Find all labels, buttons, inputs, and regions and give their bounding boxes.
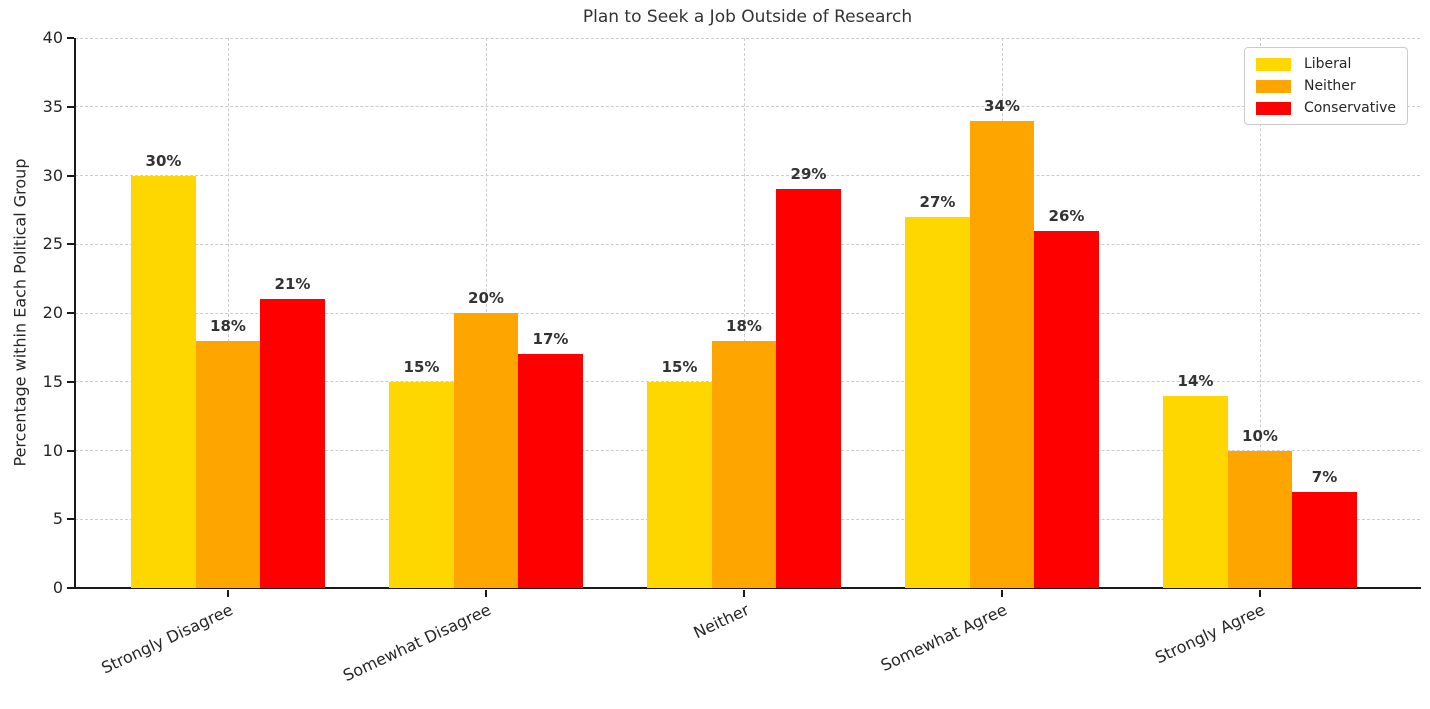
x-tick-mark [485,590,487,597]
legend-swatch-conservative [1255,101,1291,115]
x-tick-label: Somewhat Disagree [340,600,495,686]
x-tick-mark [743,590,745,597]
bar-value-label: 14% [1177,371,1214,390]
y-tick-label: 35 [42,96,63,116]
bar-value-label: 15% [661,357,698,376]
legend-item-conservative: Conservative [1255,100,1396,116]
bar-conservative [1034,230,1099,588]
y-tick-label: 25 [42,234,63,254]
gridline-vertical [227,38,229,588]
y-axis-spine [74,38,76,588]
legend-item-liberal: Liberal [1255,56,1396,72]
legend-label: Neither [1303,78,1356,94]
bar-neither [969,120,1035,588]
bar-liberal [647,381,712,588]
gridline-vertical [743,38,745,588]
bar-value-label: 15% [403,357,440,376]
bar-neither [1227,450,1293,588]
gridline-horizontal [75,243,1420,245]
x-tick-label: Strongly Disagree [98,600,237,678]
bar-liberal [131,175,196,588]
bar-neither [195,340,261,588]
y-tick-mark [67,518,74,521]
legend-swatch-liberal [1255,57,1291,71]
x-tick-mark [227,590,229,597]
y-tick-label: 40 [42,28,63,47]
x-tick-label: Neither [690,600,753,643]
y-tick-label: 5 [52,509,63,529]
legend-item-neither: Neither [1255,78,1396,94]
y-tick-mark [67,105,74,108]
bar-value-label: 20% [468,289,504,307]
gridline-vertical [1259,38,1261,588]
gridline-horizontal [75,175,1420,176]
x-tick-mark [1259,590,1261,597]
bar-value-label: 34% [984,96,1020,115]
bar-value-label: 21% [274,275,311,294]
bar-neither [453,313,519,588]
x-axis-spine [74,587,1421,589]
bar-liberal [1163,395,1228,588]
y-tick-label: 20 [42,303,63,322]
y-tick-mark [67,449,74,452]
y-tick-mark [67,37,74,39]
bar-value-label: 7% [1311,467,1338,486]
y-tick-mark [67,587,74,589]
chart-title: Plan to Seek a Job Outside of Research [582,7,913,27]
y-tick-label: 0 [52,578,63,597]
y-tick-label: 15 [42,371,63,391]
gridline-horizontal [75,37,1420,39]
y-tick-mark [67,174,74,177]
bar-conservative [1292,491,1357,588]
x-tick-label: Somewhat Agree [878,600,1011,676]
bar-value-label: 18% [210,316,246,335]
x-tick-mark [1001,590,1003,597]
bar-value-label: 29% [790,165,827,184]
x-tick-label: Strongly Agree [1152,600,1269,668]
gridline-horizontal [75,312,1420,314]
legend: Liberal Neither Conservative [1243,47,1408,125]
bar-value-label: 26% [1048,206,1085,225]
bar-value-label: 27% [919,192,956,211]
legend-label: Liberal [1303,56,1352,72]
bar-value-label: 30% [145,151,182,170]
bar-conservative [518,354,583,588]
plot-area: 0 5 10 15 20 25 30 35 40 Strongly Disagree Somewha… [43,28,1421,685]
bar-liberal [905,216,970,588]
bar-conservative [776,189,841,588]
bar-value-label: 10% [1242,426,1278,445]
gridline-horizontal [75,106,1420,108]
bar-conservative [260,299,325,588]
legend-swatch-neither [1255,79,1291,93]
y-tick-mark [67,312,74,314]
y-tick-mark [67,243,74,246]
bar-neither [711,340,777,588]
y-tick-label: 30 [42,165,63,185]
bar-value-label: 17% [532,330,569,349]
bar-liberal [389,381,454,588]
y-tick-label: 10 [42,440,63,460]
bar-value-label: 18% [726,316,762,335]
y-tick-mark [67,380,74,383]
legend-label: Conservative [1303,100,1396,116]
